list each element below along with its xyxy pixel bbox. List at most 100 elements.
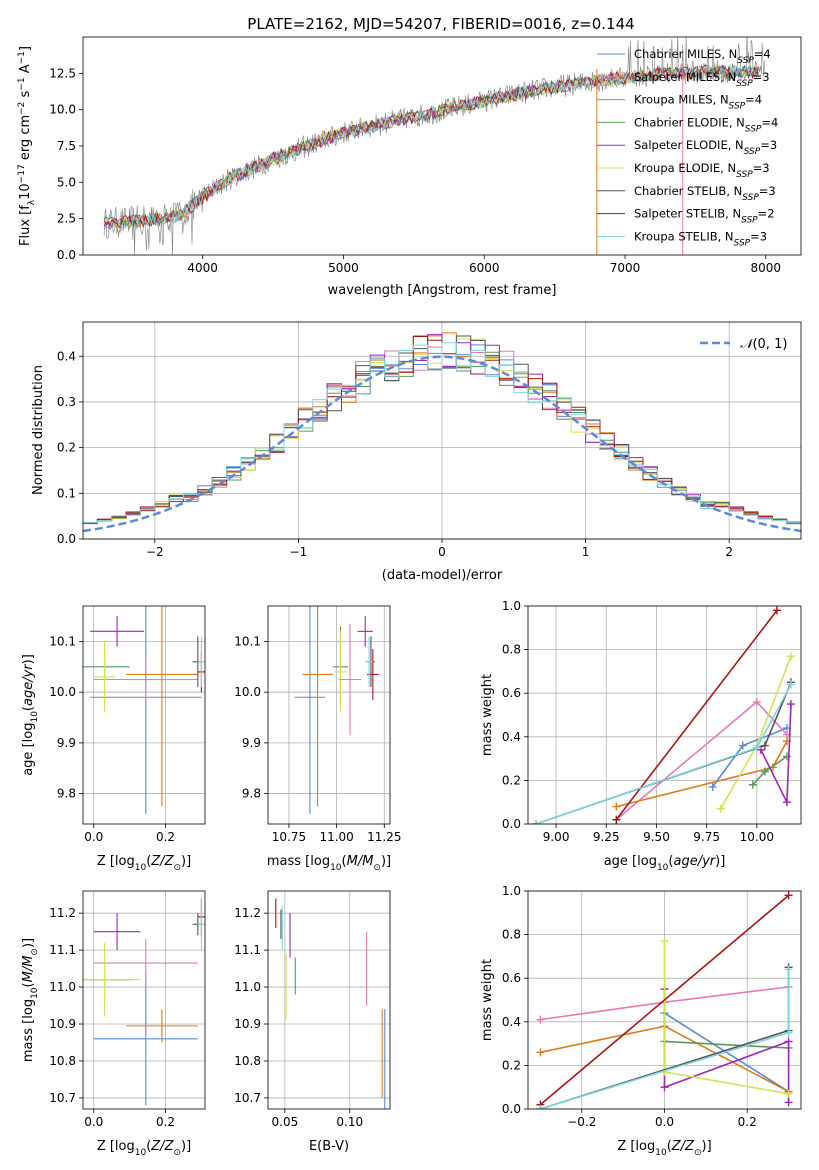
y-tick-label: 0.2	[502, 773, 521, 787]
errorbar-point	[197, 636, 205, 688]
x-tick-label: 7000	[610, 261, 641, 275]
weight-marker	[786, 652, 795, 661]
errorbar-point	[90, 616, 144, 647]
plot-area-weight_vs_Z	[536, 891, 793, 1109]
legend-entry: Kroupa MILES, NSSP=4	[634, 93, 762, 112]
errorbar-point	[93, 972, 198, 1106]
x-tick-label: 0.0	[655, 1115, 674, 1129]
weight-marker	[532, 820, 541, 824]
weight-marker	[752, 743, 761, 752]
errorbar-point	[294, 606, 326, 814]
y-tick-label: 0.1	[57, 486, 76, 500]
y-tick-label: 2.5	[57, 212, 76, 226]
panel-weight_vs_Z: −0.2 0.0 0.2 0.0 0.2 0.4 0.6 0.8 1.0 Z [log10(Z/Z…	[480, 884, 802, 1158]
weight-line	[615, 700, 788, 821]
axes-frame	[267, 605, 391, 825]
grid-mass_vs_EBV	[268, 891, 390, 1109]
y-tick-label: 1.0	[502, 884, 521, 898]
y-tick-label: 10.8	[49, 1054, 76, 1068]
weight-marker	[536, 1105, 545, 1109]
x-tick-label: 9.25	[593, 830, 620, 844]
y-tick-label: 0.0	[502, 817, 521, 831]
x-axis-label: E(B-V)	[309, 1139, 349, 1154]
x-tick-label: 0.2	[156, 830, 175, 844]
y-tick-label: 0.0	[57, 532, 76, 546]
y-tick-label: 0.3	[57, 395, 76, 409]
legend-entry: Chabrier STELIB, NSSP=3	[634, 184, 776, 203]
axes-frame	[82, 321, 802, 540]
weight-line	[539, 894, 790, 1106]
y-tick-label: 0.4	[502, 1015, 521, 1029]
panel-mass_vs_EBV: 0.05 0.10 10.7 10.8 10.9 11.0 11.1 11.2 E(B-V)	[234, 890, 391, 1154]
weight-marker	[752, 697, 761, 706]
legend: Chabrier MILES, NSSP=4 Salpeter MILES, NS…	[597, 47, 778, 248]
y-tick-label: 10.0	[49, 103, 76, 117]
x-tick-label: 0.0	[84, 1115, 103, 1129]
weight-marker	[748, 780, 757, 789]
y-tick-label: 10.0	[49, 685, 76, 699]
errorbar-point	[126, 1009, 198, 1043]
panel-weight_vs_age: 9.00 9.25 9.50 9.75 10.00 0.0 0.2 0.4 0.6 0.8 1.0 a…	[480, 599, 802, 873]
weight-marker	[772, 606, 781, 615]
y-tick-label: 5.0	[57, 175, 76, 189]
y-tick-label: 11.2	[234, 906, 261, 920]
x-tick-label: −0.2	[567, 1115, 596, 1129]
y-tick-label: 0.0	[502, 1102, 521, 1116]
model-line	[103, 65, 759, 230]
y-tick-label: 9.8	[242, 787, 261, 801]
x-tick-label: 0.2	[156, 1115, 175, 1129]
y-tick-label: 11.0	[49, 980, 76, 994]
axes-frame	[82, 36, 802, 256]
y-axis-label: Flux [fλ10−17 erg cm−2 s−1 A−1]	[17, 46, 37, 246]
axes-frame	[527, 605, 802, 825]
panel-residuals: −2 −1 0 1 2 0.0 0.1 0.2 0.3 0.4 (data-model)/error…	[31, 321, 802, 583]
y-tick-label: 9.8	[57, 787, 76, 801]
grid-mass_vs_Z	[83, 891, 205, 1109]
panel-age_vs_mass: 10.75 11.00 11.25 9.8 9.9 10.0 10.1 mass [log10…	[234, 605, 401, 873]
errorbar-point	[197, 898, 205, 951]
x-tick-label: 11.25	[367, 830, 401, 844]
x-tick-label: 5000	[328, 261, 359, 275]
y-tick-label: 7.5	[57, 139, 76, 153]
grid-age_vs_Z	[83, 606, 205, 824]
legend-entry: Kroupa STELIB, NSSP=3	[634, 229, 767, 248]
errorbar-point	[357, 616, 373, 647]
x-tick-label: −1	[290, 545, 308, 559]
x-axis-label: (data-model)/error	[382, 568, 503, 583]
x-tick-label: 9.50	[643, 830, 670, 844]
x-tick-label: 4000	[187, 261, 218, 275]
x-tick-label: 0.2	[738, 1115, 757, 1129]
x-axis-label: Z [log10(Z/Z⊙)]	[617, 1139, 711, 1158]
panel-age_vs_Z: 0.0 0.2 9.8 9.9 10.0 10.1 Z [log10(Z/Z⊙)] age […	[21, 605, 206, 873]
y-axis-label: age [log10(age/yr)]	[21, 654, 40, 776]
legend-entry: Salpeter ELODIE, NSSP=3	[634, 138, 777, 157]
weight-line	[615, 609, 778, 821]
weight-marker	[784, 965, 793, 974]
y-tick-label: 10.9	[234, 1017, 261, 1031]
errorbar-point	[302, 606, 333, 807]
errorbar-point	[334, 631, 347, 713]
weight-marker	[716, 804, 725, 813]
x-tick-label: 10.00	[740, 830, 774, 844]
legend-entry: Salpeter MILES, NSSP=3	[634, 70, 770, 89]
legend-entry: 𝒩(0, 1)	[740, 337, 787, 352]
x-tick-label: 1	[582, 545, 590, 559]
weight-marker	[536, 1048, 545, 1057]
x-tick-label: 8000	[751, 261, 782, 275]
weight-line	[663, 989, 790, 1103]
axes-frame	[82, 890, 206, 1110]
x-tick-label: 9.75	[693, 830, 720, 844]
errorbar-point	[126, 606, 198, 807]
x-tick-label: 0.10	[336, 1115, 363, 1129]
y-tick-label: 0.6	[502, 971, 521, 985]
errorbar-point	[93, 913, 141, 951]
weight-line	[663, 941, 789, 1095]
y-tick-label: 11.2	[49, 906, 76, 920]
y-tick-label: 10.7	[49, 1091, 76, 1105]
weight-marker	[536, 1015, 545, 1024]
gaussian-curve	[83, 355, 801, 533]
x-tick-label: 6000	[469, 261, 500, 275]
y-axis-label: mass [log10(M/M⊙)]	[21, 938, 40, 1062]
x-tick-label: −2	[146, 545, 164, 559]
y-tick-label: 10.7	[234, 1091, 261, 1105]
